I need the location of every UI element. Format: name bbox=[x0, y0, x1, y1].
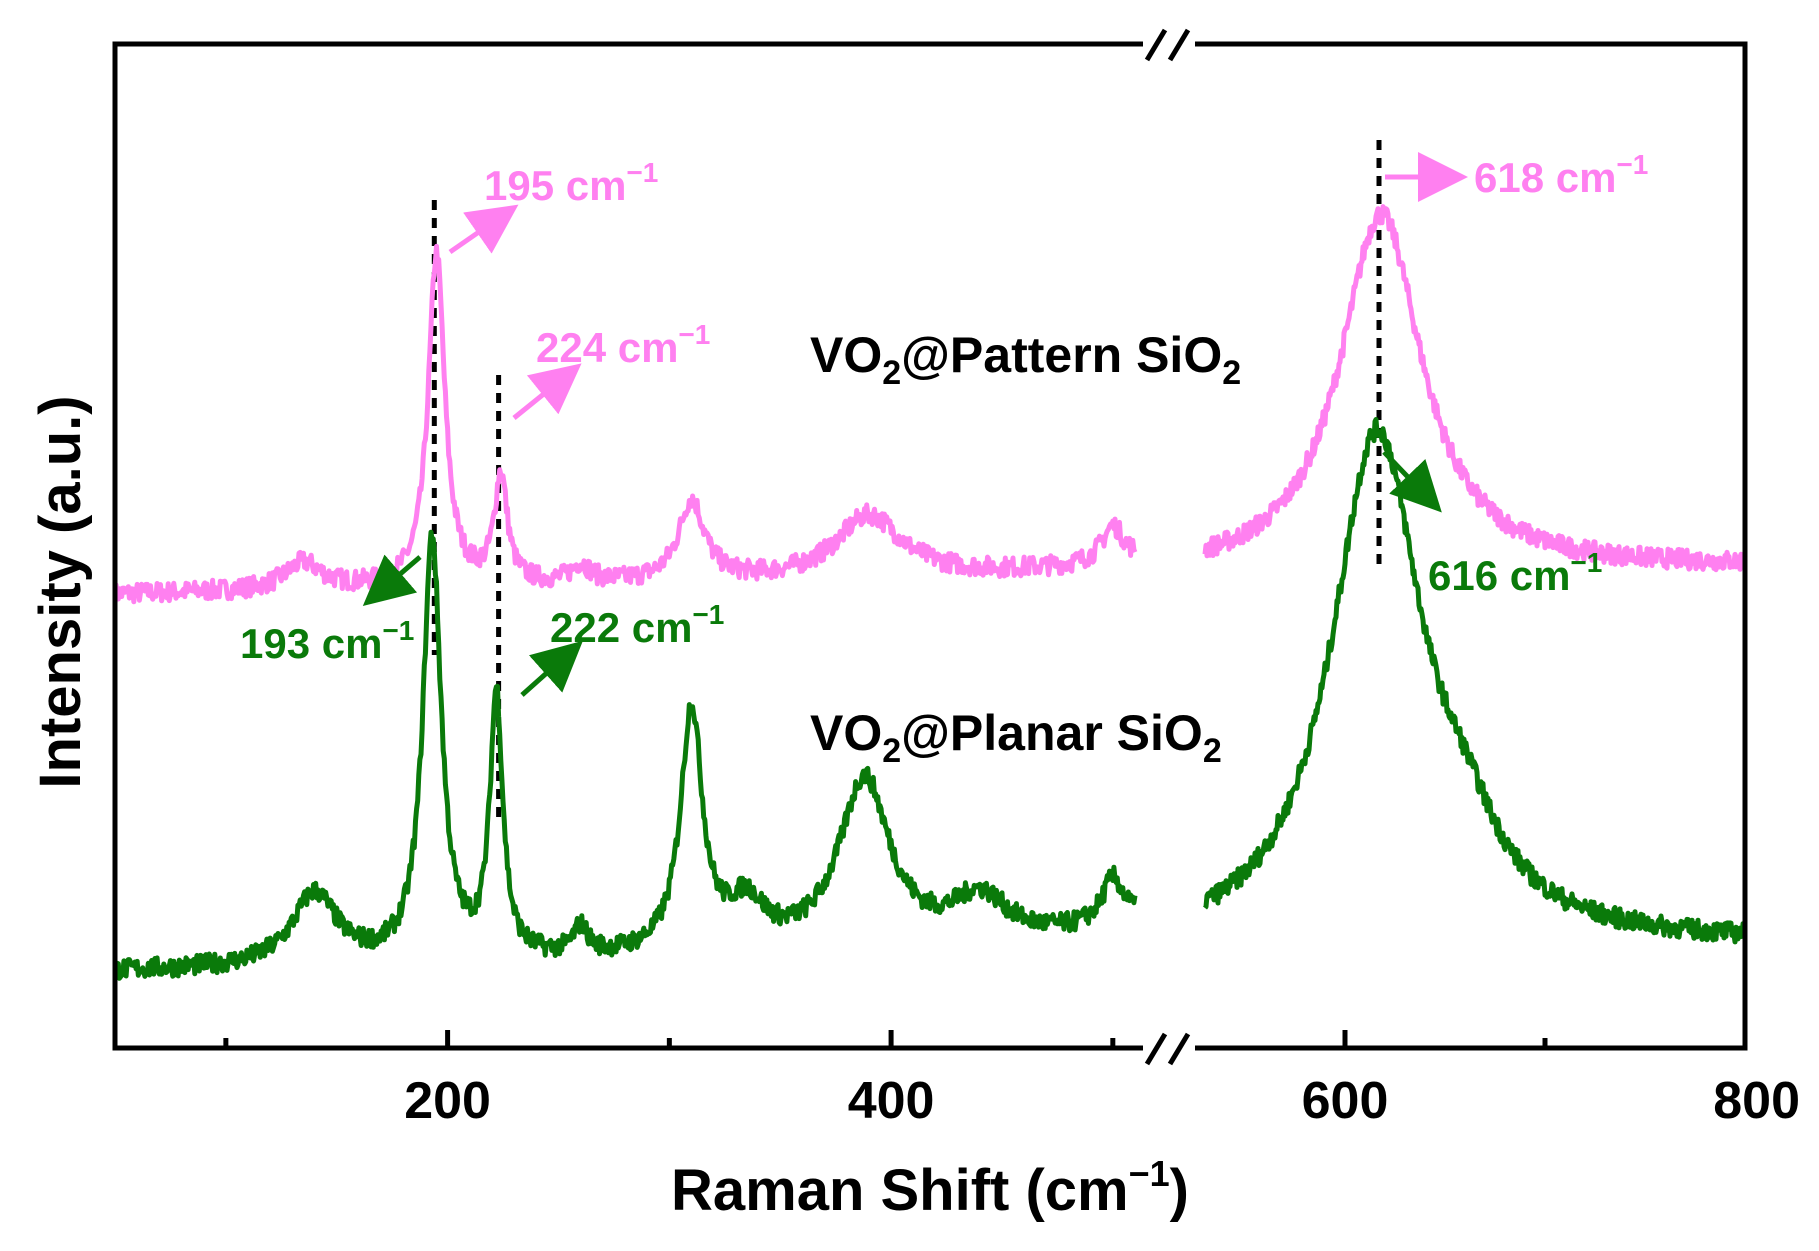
series-line-pattern-segment-2 bbox=[1202, 204, 1748, 573]
axis-break-top bbox=[1143, 28, 1195, 62]
annotation-planar-193: 193 cm−1 bbox=[240, 554, 422, 667]
svg-text:195 cm−1: 195 cm−1 bbox=[484, 157, 658, 209]
annotation-planar-222: 222 cm−1 bbox=[520, 599, 724, 697]
x-tick-label-200: 200 bbox=[404, 1072, 491, 1130]
axis-break-bottom bbox=[1143, 1032, 1195, 1066]
x-axis-ticks: 200 400 600 800 bbox=[223, 1030, 1800, 1130]
series-label-pattern: VO2@Pattern SiO2 bbox=[810, 327, 1241, 392]
svg-text:193 cm−1: 193 cm−1 bbox=[240, 615, 414, 667]
series-layer bbox=[112, 204, 1748, 981]
svg-text:618 cm−1: 618 cm−1 bbox=[1474, 149, 1648, 201]
series-line-planar-segment-2 bbox=[1203, 417, 1748, 945]
series-label-planar: VO2@Planar SiO2 bbox=[810, 705, 1222, 770]
svg-text:616 cm−1: 616 cm−1 bbox=[1428, 547, 1602, 599]
svg-text:222 cm−1: 222 cm−1 bbox=[550, 599, 724, 651]
annotation-pattern-618: 618 cm−1 bbox=[1385, 149, 1648, 202]
series-line-pattern-segment-1 bbox=[112, 243, 1138, 605]
x-tick-label-600: 600 bbox=[1302, 1072, 1389, 1130]
plot-frame bbox=[112, 41, 1748, 1051]
annotation-pattern-224: 224 cm−1 bbox=[512, 319, 710, 420]
annotation-planar-616: 616 cm−1 bbox=[1382, 450, 1602, 599]
x-tick-label-400: 400 bbox=[848, 1072, 935, 1130]
svg-text:224 cm−1: 224 cm−1 bbox=[536, 319, 710, 371]
y-axis-title: Intensity (a.u.) bbox=[28, 395, 93, 788]
x-axis-title: Raman Shift (cm−1) bbox=[671, 1153, 1189, 1223]
series-line-planar-segment-1 bbox=[113, 529, 1138, 981]
x-tick-label-800: 800 bbox=[1713, 1072, 1800, 1130]
annotation-pattern-195: 195 cm−1 bbox=[448, 157, 658, 255]
